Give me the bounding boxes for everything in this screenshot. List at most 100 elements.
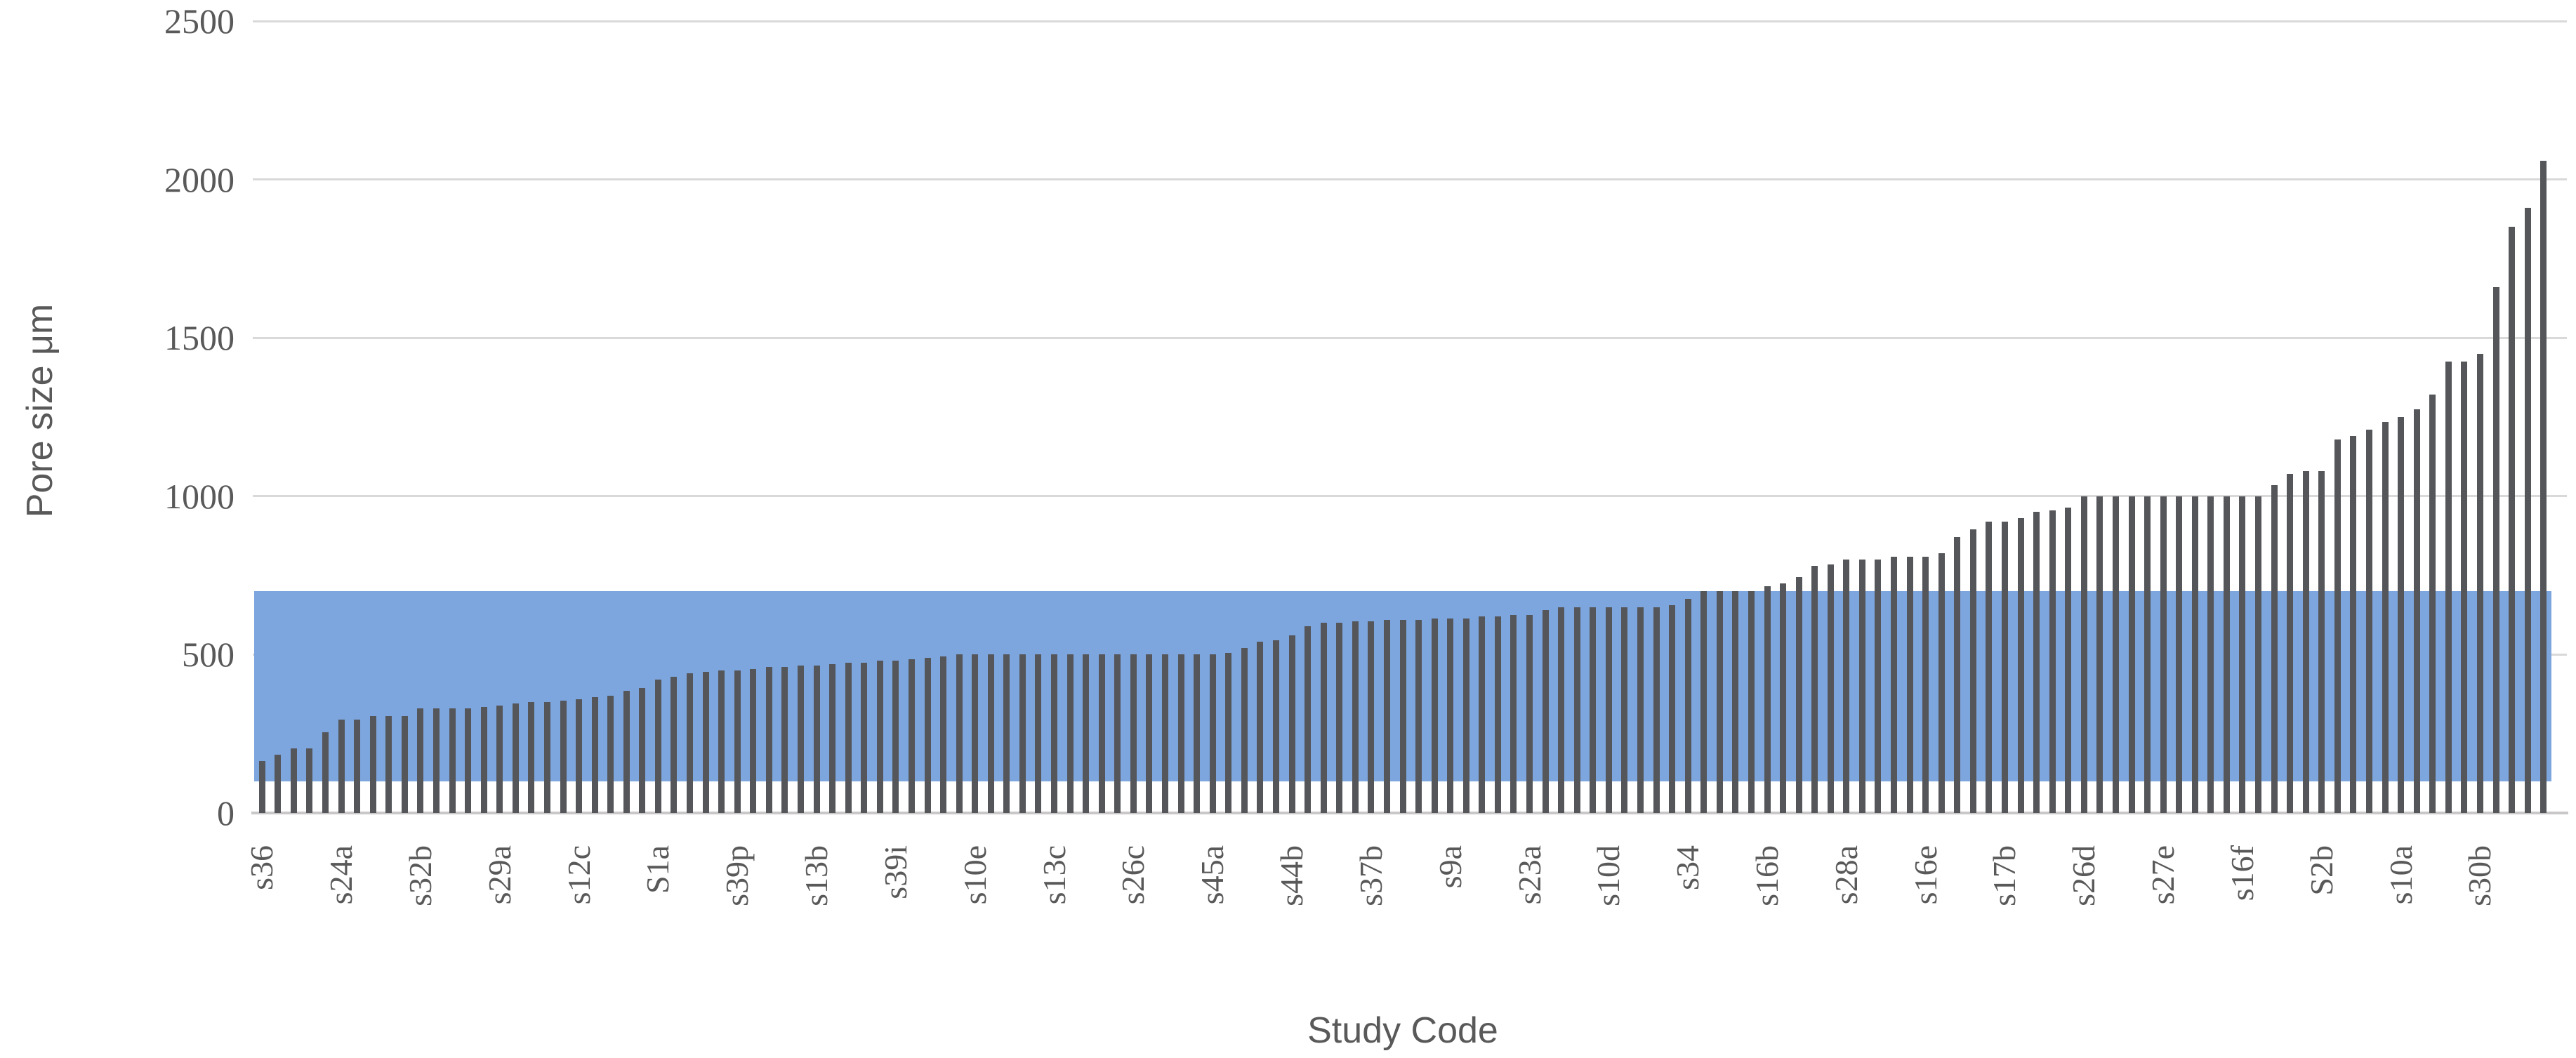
bar	[765, 667, 772, 813]
y-axis-tick-label: 500	[182, 635, 235, 675]
bar	[2445, 362, 2452, 813]
gridline	[253, 495, 2567, 498]
bar	[338, 719, 345, 813]
bar	[1083, 654, 1090, 813]
bar	[987, 654, 994, 813]
bar	[1621, 607, 1628, 813]
y-axis-tick-label: 2500	[164, 1, 235, 41]
bar	[1494, 616, 1501, 813]
bar	[2065, 507, 2072, 813]
x-axis-tick-label: s17b	[1986, 845, 2023, 906]
bar	[2128, 496, 2135, 813]
bar	[2492, 287, 2499, 813]
bar	[1114, 654, 1121, 813]
bar	[1590, 607, 1597, 813]
x-axis-tick-label: s10d	[1590, 845, 1627, 906]
bar	[2049, 510, 2056, 813]
x-axis-tick-label: s16e	[1907, 845, 1943, 905]
bar	[1272, 640, 1279, 813]
bar	[639, 687, 646, 813]
bar	[2461, 362, 2468, 813]
x-axis-tick-label: s16b	[1749, 845, 1785, 906]
bar	[2144, 496, 2151, 813]
bar	[543, 702, 550, 813]
bar	[718, 670, 725, 813]
bar	[1954, 537, 1961, 813]
bar	[1716, 591, 1723, 813]
bar	[623, 691, 630, 813]
bar	[385, 716, 392, 813]
bar	[2239, 496, 2246, 813]
bar	[687, 673, 694, 813]
bar	[369, 716, 376, 813]
bar	[798, 666, 804, 813]
bar	[2302, 470, 2309, 813]
bar	[576, 699, 583, 813]
bar	[1051, 654, 1058, 813]
bar	[2350, 436, 2357, 813]
bar	[908, 659, 915, 813]
y-axis-tick-label: 1500	[164, 318, 235, 358]
bar	[1684, 599, 1691, 813]
bar	[1352, 621, 1359, 813]
bar	[956, 654, 963, 813]
bar	[2318, 470, 2325, 813]
bar	[1177, 654, 1184, 813]
x-axis-tick-label: s12c	[560, 845, 597, 905]
bar	[1938, 553, 1945, 813]
x-axis-tick-label: s13c	[1036, 845, 1072, 905]
bar	[1225, 653, 1232, 813]
bar	[496, 705, 503, 813]
bar	[1019, 654, 1026, 813]
bar	[2398, 417, 2405, 813]
bar	[2271, 485, 2278, 813]
x-axis-tick-label: s28a	[1828, 845, 1864, 905]
bar	[1811, 566, 1818, 813]
bar	[1891, 556, 1898, 813]
bar	[1573, 607, 1580, 813]
bar	[2112, 496, 2119, 813]
bar	[1320, 623, 1327, 813]
bar	[560, 700, 567, 813]
bar	[1827, 564, 1834, 813]
gridline	[253, 178, 2567, 181]
bar	[1209, 654, 1216, 813]
bar	[1922, 556, 1929, 813]
bar	[750, 668, 757, 813]
bar	[1732, 591, 1739, 813]
bar	[1003, 654, 1010, 813]
bar	[2033, 512, 2040, 813]
bar	[1858, 560, 1865, 813]
bar	[829, 663, 836, 813]
bar	[2413, 409, 2420, 813]
bar	[1875, 560, 1882, 813]
bar	[417, 708, 424, 813]
bar	[1383, 619, 1390, 813]
bar	[1605, 607, 1612, 813]
bar	[1194, 654, 1201, 813]
bar	[607, 696, 614, 813]
x-axis-tick-label: s29a	[481, 845, 517, 905]
bar	[1066, 654, 1074, 813]
gridline	[253, 20, 2567, 22]
bar	[1146, 654, 1153, 813]
bar	[2255, 496, 2262, 813]
bar	[2176, 496, 2183, 813]
x-axis-tick-label: s36	[244, 845, 280, 890]
bar	[1368, 621, 1375, 813]
bar	[1906, 556, 1913, 813]
bar	[2365, 430, 2372, 813]
bar	[2287, 474, 2294, 813]
x-axis-tick-label: s27e	[2145, 845, 2181, 905]
bar	[972, 654, 979, 813]
bar	[1257, 642, 1264, 813]
x-axis-tick-label: s10e	[956, 845, 993, 905]
x-axis-tick-label: s9a	[1432, 845, 1468, 889]
x-axis-tick-label: s45a	[1194, 845, 1231, 905]
bar	[1431, 618, 1438, 813]
y-axis-tick-label: 2000	[164, 159, 235, 199]
bar	[1542, 610, 1549, 813]
bar	[290, 748, 297, 813]
bar	[671, 676, 678, 813]
